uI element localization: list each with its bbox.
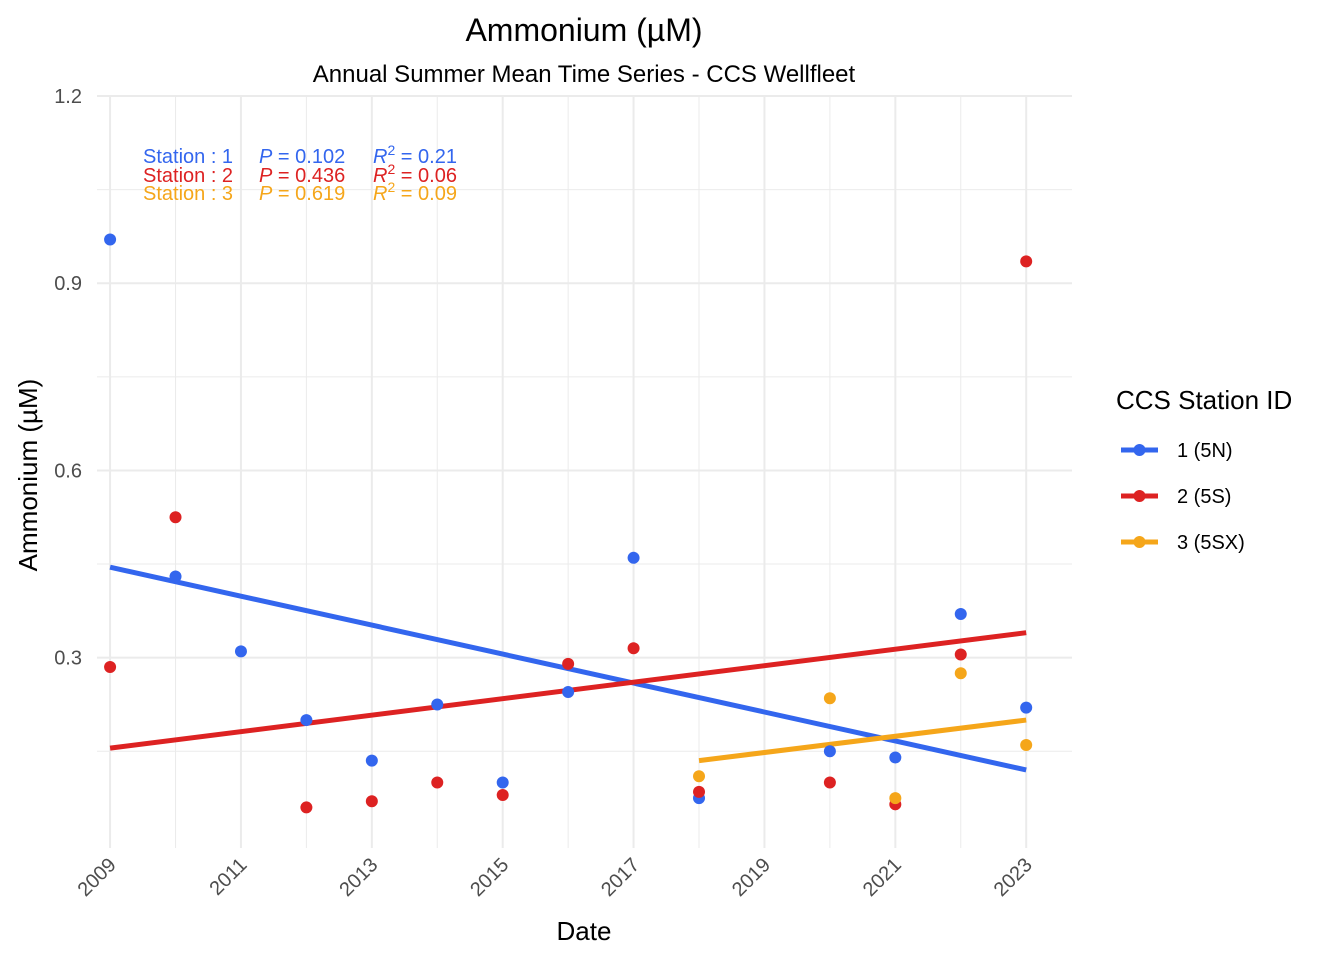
annotation-p-value: P = 0.102 <box>259 146 345 168</box>
x-tick-label: 2021 <box>859 854 906 901</box>
data-point-station-2 <box>693 785 706 798</box>
legend-item-label: 1 (5N) <box>1177 440 1233 462</box>
data-point-station-2 <box>627 642 640 655</box>
chart-subtitle: Annual Summer Mean Time Series - CCS Wel… <box>313 61 856 88</box>
data-point-station-2 <box>169 511 182 524</box>
data-point-station-1 <box>365 754 378 767</box>
data-point-station-1 <box>562 685 575 698</box>
data-point-station-1 <box>169 570 182 583</box>
trend-line-station-3 <box>698 717 1027 764</box>
data-point-station-1 <box>104 233 117 246</box>
y-axis-label: Ammonium (µM) <box>13 379 43 572</box>
data-point-station-3 <box>1020 739 1033 752</box>
x-tick-labels: 2009 2011 2013 2015 2017 2019 2021 2023 <box>74 854 1037 901</box>
data-point-station-1 <box>954 607 967 620</box>
regression-annotations: Station : 1 P = 0.102 R2 = 0.21 Station : 2… <box>143 142 457 205</box>
legend-key-point <box>1133 490 1146 502</box>
data-point-station-3 <box>823 692 836 705</box>
x-tick-label: 2009 <box>74 854 121 901</box>
data-point-station-1 <box>627 551 640 564</box>
data-point-station-1 <box>823 745 836 758</box>
y-tick-label: 0.6 <box>54 460 82 482</box>
data-point-station-1 <box>1020 701 1033 714</box>
data-point-station-1 <box>431 698 444 711</box>
annotation-station: Station : 2 <box>143 165 233 187</box>
legend: CCS Station ID 1 (5N) 2 (5S) 3 (5SX) <box>1116 385 1292 554</box>
y-tick-label: 1.2 <box>54 86 82 108</box>
data-point-station-1 <box>234 645 247 658</box>
data-point-station-2 <box>823 776 836 789</box>
data-point-station-1 <box>889 751 902 764</box>
y-tick-label: 0.9 <box>54 273 82 295</box>
x-tick-label: 2023 <box>990 854 1037 901</box>
data-point-station-2 <box>954 648 967 661</box>
x-tick-label: 2011 <box>206 854 252 900</box>
legend-item-label: 2 (5S) <box>1177 486 1231 508</box>
data-point-station-2 <box>1020 255 1033 268</box>
y-tick-labels: 0.3 0.6 0.9 1.2 <box>54 86 82 670</box>
data-point-station-3 <box>889 792 902 805</box>
legend-item-label: 3 (5SX) <box>1177 532 1245 554</box>
data-point-station-2 <box>496 788 509 801</box>
data-point-station-1 <box>496 776 509 789</box>
annotation-r-squared: R2 = 0.06 <box>373 161 457 187</box>
annotation-r-squared: R2 = 0.21 <box>373 142 457 168</box>
data-point-station-3 <box>693 770 706 783</box>
chart-title: Ammonium (µM) <box>465 12 702 48</box>
data-point-station-2 <box>300 801 313 814</box>
x-tick-label: 2017 <box>597 854 644 901</box>
data-point-station-2 <box>562 657 575 670</box>
annotation-p-value: P = 0.619 <box>259 183 345 205</box>
legend-key-point <box>1133 536 1146 548</box>
data-points <box>104 233 1033 814</box>
x-tick-label: 2015 <box>466 854 513 901</box>
data-point-station-2 <box>431 776 444 789</box>
annotation-station: Station : 3 <box>143 183 233 205</box>
grid-lines <box>97 95 1072 848</box>
legend-title: CCS Station ID <box>1116 385 1292 415</box>
annotation-r-squared: R2 = 0.09 <box>373 179 457 205</box>
data-point-station-3 <box>954 667 967 680</box>
annotation-station: Station : 1 <box>143 146 233 168</box>
data-point-station-1 <box>300 714 313 727</box>
x-axis-label: Date <box>557 916 612 946</box>
legend-key-point <box>1133 444 1146 456</box>
y-tick-label: 0.3 <box>54 648 82 670</box>
x-tick-label: 2019 <box>728 854 775 901</box>
annotation-p-value: P = 0.436 <box>259 165 345 187</box>
data-point-station-2 <box>365 795 378 808</box>
x-tick-label: 2013 <box>335 854 382 901</box>
data-point-station-2 <box>104 661 117 674</box>
